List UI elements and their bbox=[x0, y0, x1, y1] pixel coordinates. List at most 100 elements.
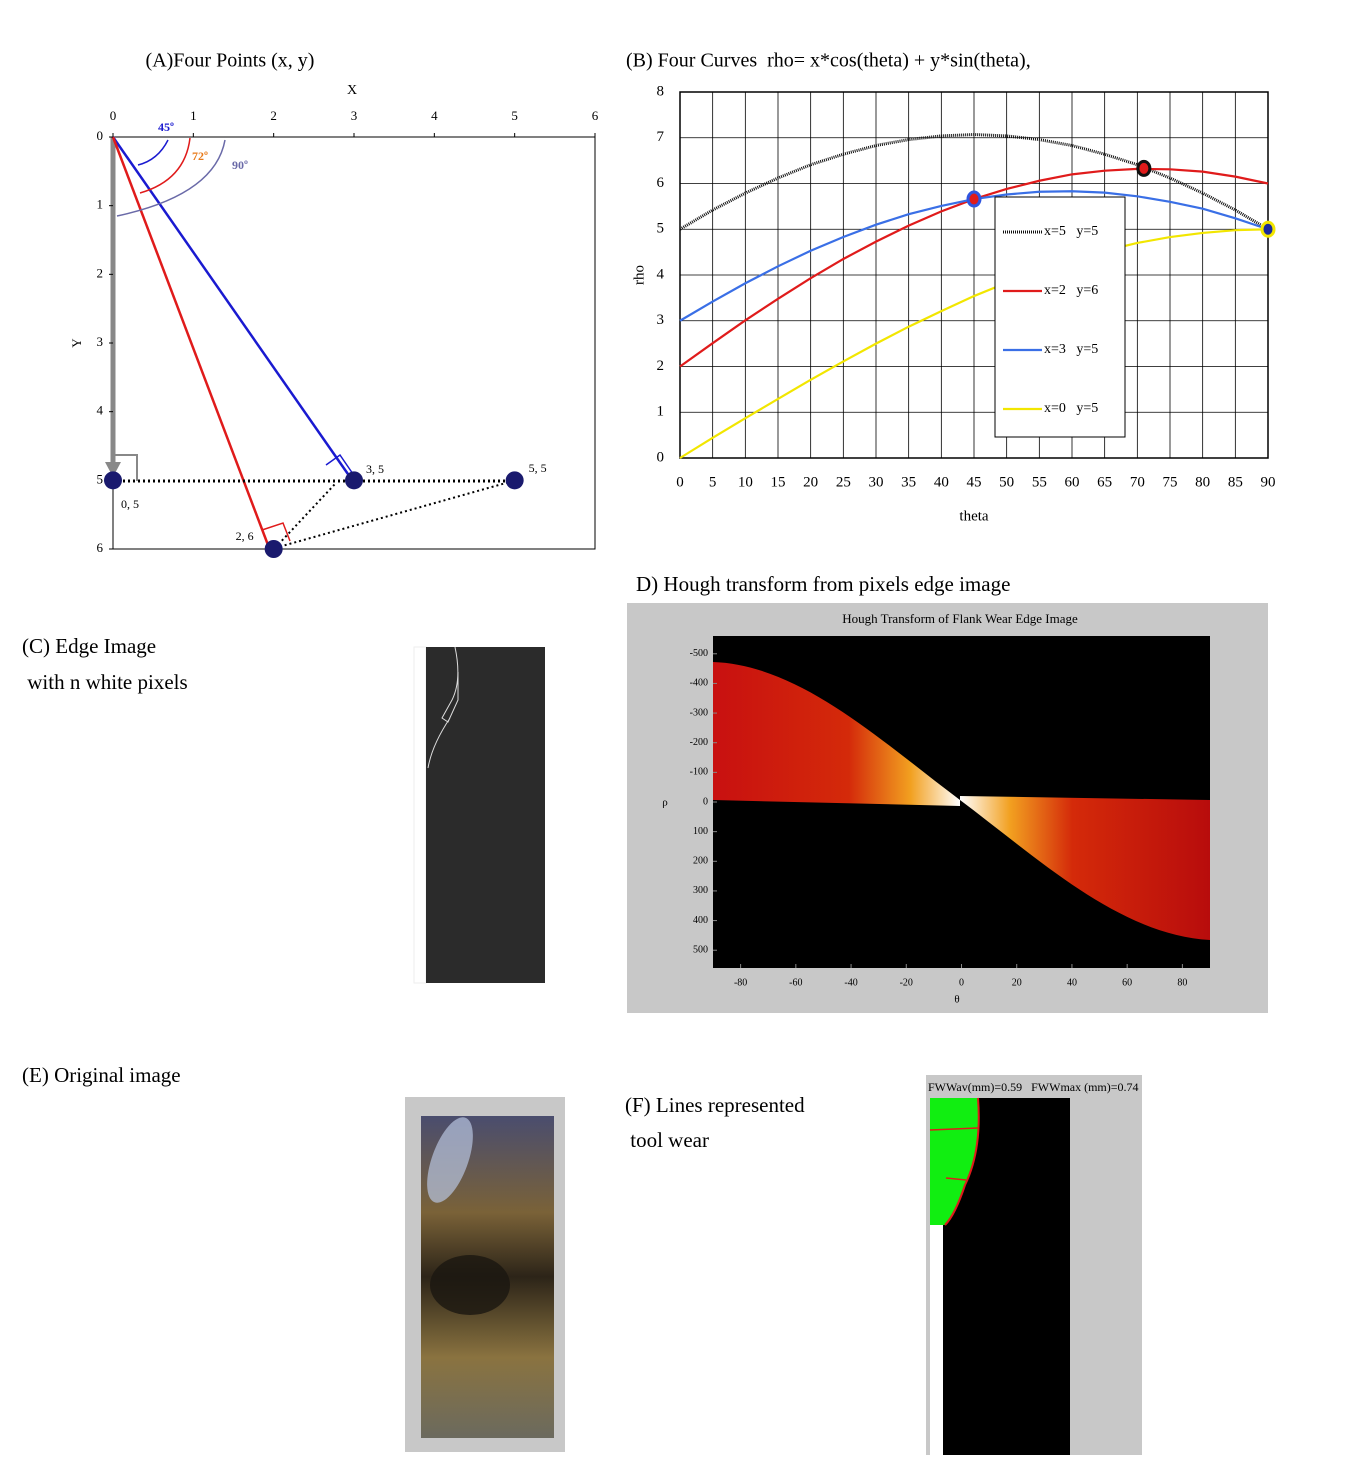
y-tick-label: -100 bbox=[690, 767, 708, 778]
x-tick-label: 60 bbox=[1065, 474, 1080, 490]
x-tick-label: 15 bbox=[771, 474, 786, 490]
x-axis-label: theta bbox=[959, 508, 988, 524]
y-tick-label: -200 bbox=[690, 737, 708, 748]
y-tick-label: 200 bbox=[693, 856, 708, 867]
dotted-line bbox=[275, 484, 335, 548]
y-tick-label: -500 bbox=[690, 648, 708, 659]
panel-title: (E) Original image bbox=[22, 1063, 181, 1087]
panel-caption: D) Hough transform from pixels edge imag… bbox=[636, 572, 1010, 596]
x-tick-label: 0 bbox=[676, 474, 684, 490]
x-tick-label: 25 bbox=[836, 474, 851, 490]
x-axis-label: θ bbox=[954, 994, 959, 1006]
x-tick-label: 1 bbox=[190, 108, 197, 123]
wear-image bbox=[926, 1075, 1142, 1455]
x-tick-label: 5 bbox=[511, 108, 518, 123]
x-tick-label: 20 bbox=[803, 474, 818, 490]
point-label: 0, 5 bbox=[121, 497, 139, 511]
x-tick-label: 3 bbox=[351, 108, 358, 123]
angle-label: 45º bbox=[158, 120, 174, 134]
y-axis-label: Y bbox=[69, 338, 84, 348]
x-tick-label: 75 bbox=[1163, 474, 1178, 490]
right-angle bbox=[326, 455, 353, 474]
intersection-marker bbox=[1262, 222, 1274, 236]
x-tick-label: 5 bbox=[709, 474, 717, 490]
legend-label: x=3 y=5 bbox=[1044, 342, 1098, 357]
x-tick-label: 6 bbox=[592, 108, 599, 123]
x-tick-label: 80 bbox=[1195, 474, 1210, 490]
x-tick-label: 45 bbox=[967, 474, 982, 490]
point bbox=[345, 471, 363, 489]
x-tick-label: 4 bbox=[431, 108, 438, 123]
angle-label: 72º bbox=[192, 149, 208, 163]
angle-arc bbox=[117, 140, 225, 216]
point bbox=[265, 540, 283, 558]
angle-arc bbox=[138, 140, 168, 165]
legend-label: x=0 y=5 bbox=[1044, 401, 1098, 416]
x-tick-label: 55 bbox=[1032, 474, 1047, 490]
y-tick-label: -400 bbox=[690, 678, 708, 689]
y-tick-label: 3 bbox=[657, 312, 665, 328]
y-tick-label: 400 bbox=[693, 915, 708, 926]
y-tick-label: 100 bbox=[693, 826, 708, 837]
x-tick-label: -80 bbox=[734, 977, 747, 988]
x-tick-label: 40 bbox=[934, 474, 949, 490]
panel-title: (F) Lines represented bbox=[625, 1093, 805, 1117]
x-tick-label: 70 bbox=[1130, 474, 1145, 490]
panel-subtitle: with n white pixels bbox=[22, 670, 188, 694]
y-tick-label: 500 bbox=[693, 945, 708, 956]
blue-line bbox=[113, 137, 350, 477]
x-tick-label: 0 bbox=[959, 977, 964, 988]
y-tick-label: 4 bbox=[657, 266, 665, 282]
y-tick-label: 6 bbox=[657, 175, 665, 191]
y-tick-label: 5 bbox=[657, 221, 665, 237]
edge-image-body bbox=[426, 647, 545, 983]
x-tick-label: 50 bbox=[999, 474, 1014, 490]
x-tick-label: 60 bbox=[1122, 977, 1132, 988]
dotted-line bbox=[275, 481, 513, 548]
x-tick-label: 2 bbox=[270, 108, 277, 123]
x-tick-label: -40 bbox=[844, 977, 857, 988]
x-tick-label: 30 bbox=[869, 474, 884, 490]
chart-title: (B) Four Curves rho= x*cos(theta) + y*si… bbox=[626, 50, 1031, 72]
x-tick-label: 20 bbox=[1012, 977, 1022, 988]
y-axis-label: ρ bbox=[662, 797, 668, 809]
chart-title: (A)Four Points (x, y) bbox=[146, 50, 315, 72]
y-tick-label: 1 bbox=[657, 404, 665, 420]
figure: 45º 72º 90º (C) Edge Image with n white … bbox=[0, 0, 1350, 1459]
red-line bbox=[113, 137, 268, 545]
x-tick-label: -60 bbox=[789, 977, 802, 988]
point-label: 5, 5 bbox=[529, 461, 547, 475]
y-tick-label: 0 bbox=[657, 449, 665, 465]
y-tick-label: 0 bbox=[97, 128, 104, 143]
y-tick-label: 7 bbox=[657, 129, 665, 145]
legend-label: x=2 y=6 bbox=[1044, 283, 1098, 298]
image-strip bbox=[414, 647, 426, 983]
x-tick-label: 40 bbox=[1067, 977, 1077, 988]
chart-title: Hough Transform of Flank Wear Edge Image bbox=[842, 611, 1078, 626]
original-image bbox=[405, 1097, 565, 1452]
intersection-marker bbox=[968, 192, 980, 206]
y-tick-label: 2 bbox=[97, 265, 104, 280]
y-tick-label: 8 bbox=[657, 83, 665, 99]
x-tick-label: 65 bbox=[1097, 474, 1112, 490]
y-tick-label: -300 bbox=[690, 707, 708, 718]
x-tick-label: 90 bbox=[1261, 474, 1276, 490]
x-tick-label: 10 bbox=[738, 474, 753, 490]
x-tick-label: 35 bbox=[901, 474, 916, 490]
x-tick-label: 85 bbox=[1228, 474, 1243, 490]
y-axis-label: rho bbox=[631, 265, 647, 285]
image-overlay-text: FWWav(mm)=0.59 FWWmax (mm)=0.74 bbox=[928, 1080, 1139, 1094]
y-tick-label: 3 bbox=[97, 334, 104, 349]
shadow bbox=[430, 1255, 510, 1315]
point-label: 2, 6 bbox=[236, 529, 254, 543]
legend-label: x=5 y=5 bbox=[1044, 224, 1098, 239]
y-tick-label: 5 bbox=[97, 471, 104, 486]
y-tick-label: 6 bbox=[97, 540, 104, 555]
y-tick-label: 300 bbox=[693, 885, 708, 896]
panel-subtitle: tool wear bbox=[625, 1128, 709, 1152]
x-axis-label: X bbox=[347, 83, 357, 98]
angle-label: 90º bbox=[232, 158, 248, 172]
y-tick-label: 0 bbox=[703, 796, 708, 807]
x-tick-label: -20 bbox=[900, 977, 913, 988]
hough-panel bbox=[627, 603, 1268, 1013]
